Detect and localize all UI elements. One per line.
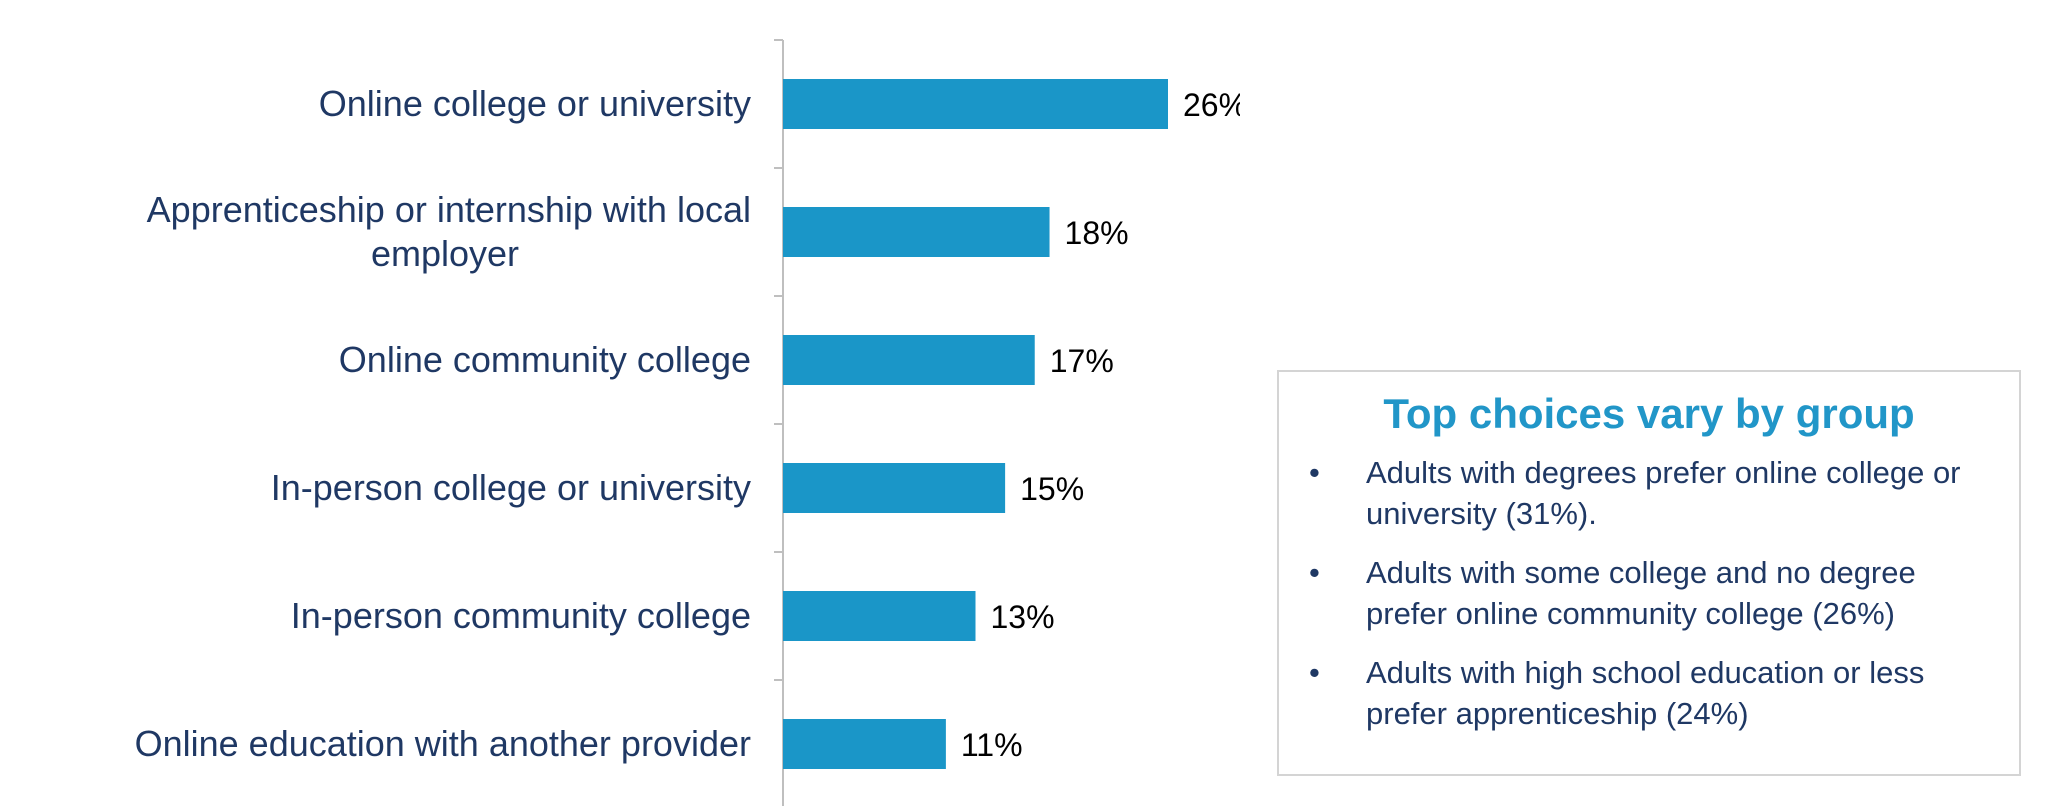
bar-value-label: 15% xyxy=(1020,471,1084,507)
category-label: Online community college xyxy=(339,339,751,380)
bar xyxy=(783,463,1006,513)
category-label: In-person college or university xyxy=(271,467,751,508)
bullet-icon: • xyxy=(1309,655,1320,690)
category-label: In-person community college xyxy=(291,595,751,636)
callout-bullet-text: Adults with some college and no degree p… xyxy=(1366,555,1916,631)
callout-bullet: • Adults with some college and no degree… xyxy=(1297,552,2001,634)
bar-chart: 26% Online college or university 18% Appren… xyxy=(135,39,1240,806)
callout-title: Top choices vary by group xyxy=(1383,390,1915,437)
callout-bullet-text: Adults with high school education or les… xyxy=(1366,655,1925,731)
category-label: employer xyxy=(371,233,519,274)
category-label: Online education with another provider xyxy=(135,723,751,764)
bar xyxy=(783,79,1168,129)
bar xyxy=(783,591,976,641)
bar-value-label: 13% xyxy=(991,599,1055,635)
bar-value-label: 11% xyxy=(961,727,1023,763)
callout-bullet: • Adults with high school education or l… xyxy=(1297,652,2001,734)
bar xyxy=(783,207,1050,257)
category-label: Online college or university xyxy=(319,83,751,124)
callout-bullet: • Adults with degrees prefer online coll… xyxy=(1297,452,2001,534)
bullet-icon: • xyxy=(1309,455,1320,490)
bar xyxy=(783,335,1035,385)
category-label: Apprenticeship or internship with local xyxy=(147,189,751,230)
bar-value-label: 17% xyxy=(1050,343,1114,379)
callout-bullet-text: Adults with degrees prefer online colleg… xyxy=(1366,455,1961,531)
bar xyxy=(783,719,946,769)
bar-value-label: 26% xyxy=(1183,87,1240,123)
bullet-icon: • xyxy=(1309,555,1320,590)
callout-box: Top choices vary by group • Adults with … xyxy=(1277,370,2021,776)
bar-value-label: 18% xyxy=(1065,215,1129,251)
